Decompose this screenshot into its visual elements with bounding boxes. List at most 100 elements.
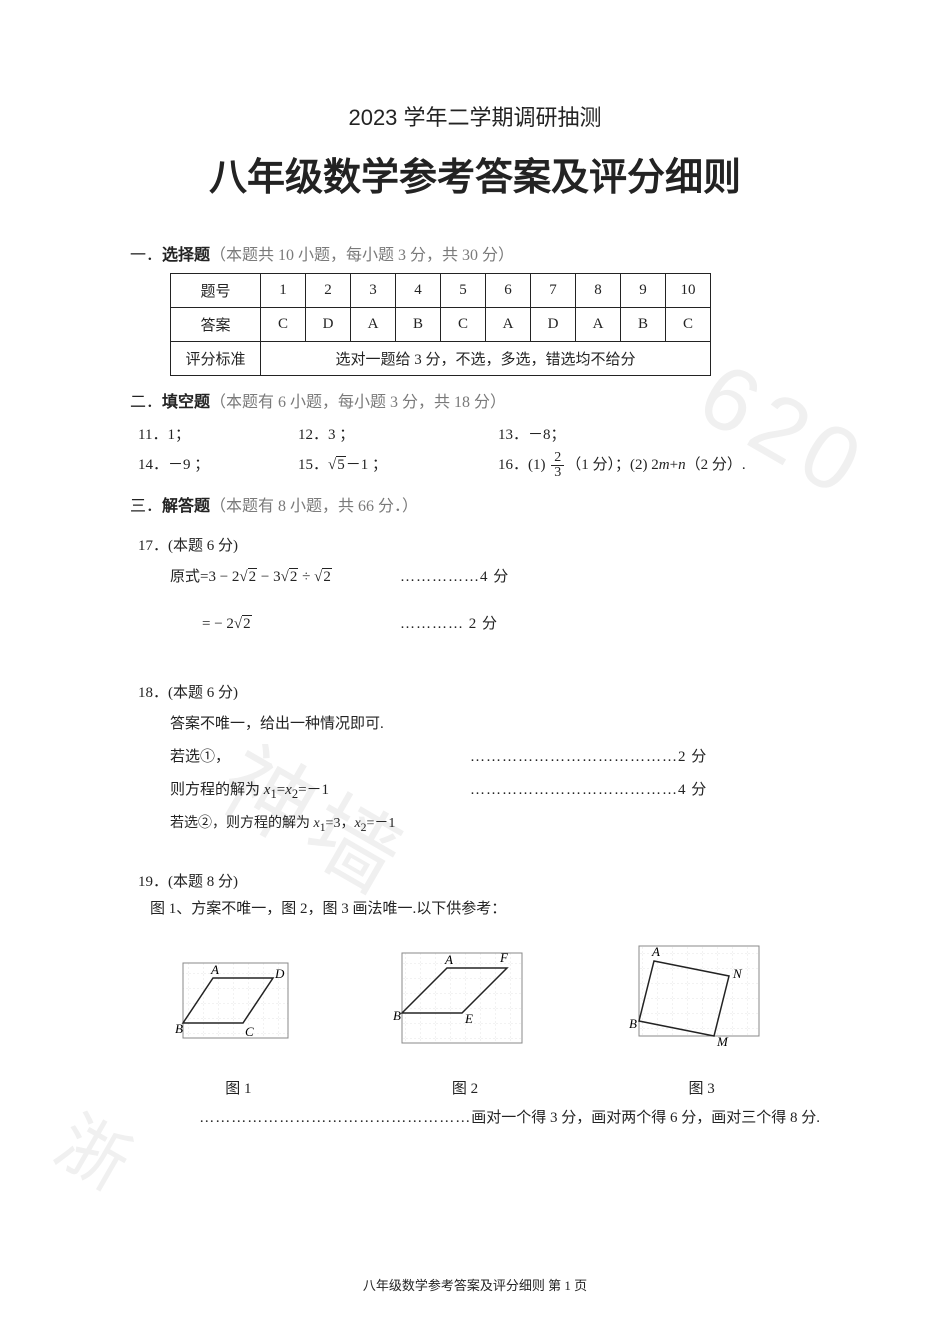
- q18-eq2: =－1: [298, 782, 329, 798]
- section1-title: 一．选择题（本题共 10 小题，每小题 3 分，共 30 分）: [130, 241, 820, 265]
- figure-3: A N B M 图 3: [627, 938, 777, 1098]
- q17-l2-pre: = − 2: [202, 616, 234, 632]
- q15-sqrt: 5: [336, 456, 346, 473]
- qnum: 5: [441, 274, 486, 308]
- table-row: 评分标准 选对一题给 3 分，不选，多选，错选均不给分: [171, 342, 711, 376]
- section1-name: 选择题: [162, 247, 210, 264]
- q16-pre: 16．(1): [498, 457, 549, 473]
- q18-body: 答案不唯一，给出一种情况即可. 若选①， …………………………………2 分 则方…: [170, 708, 820, 840]
- answers-table: 题号 1 2 3 4 5 6 7 8 9 10 答案 C D A B C A D…: [170, 273, 711, 376]
- label-D: D: [274, 966, 285, 981]
- q17-l1-dots: ……………4 分: [400, 561, 509, 594]
- section3-paren: （本题有 8 小题，共 66 分．）: [210, 498, 418, 515]
- page-footer: 八年级数学参考答案及评分细则 第 1 页: [0, 1275, 950, 1294]
- label-A: A: [444, 952, 453, 967]
- q17-l2-s: 2: [242, 615, 252, 632]
- q18-l4eq2: =－1: [367, 816, 396, 831]
- fig1-label: 图 1: [173, 1077, 303, 1098]
- ans: C: [666, 308, 711, 342]
- q18-x2: x: [285, 782, 292, 798]
- q16: 16．(1) 23（1 分）；(2) 2m+n（2 分）.: [498, 450, 746, 480]
- label-B: B: [393, 1008, 401, 1023]
- qnum: 8: [576, 274, 621, 308]
- section3-name: 解答题: [162, 498, 210, 515]
- q17-s2: 2: [289, 568, 299, 585]
- q16-post: （2 分）.: [686, 457, 746, 473]
- ans: D: [306, 308, 351, 342]
- section3-prefix: 三．: [130, 498, 162, 515]
- fig3-svg: A N B M: [627, 938, 777, 1048]
- table-row: 题号 1 2 3 4 5 6 7 8 9 10: [171, 274, 711, 308]
- criteria-text: 选对一题给 3 分，不选，多选，错选均不给分: [261, 342, 711, 376]
- q17-l1-div: ÷: [298, 569, 314, 585]
- q18-l2b: …………………………………2 分: [470, 741, 707, 774]
- q17-s1: 2: [248, 568, 258, 585]
- figure-2: A F B E 图 2: [390, 948, 540, 1098]
- fig2-label: 图 2: [390, 1077, 540, 1098]
- q18-eq1: =: [277, 782, 285, 798]
- fig1-svg: A D B C: [173, 958, 303, 1048]
- q18-l2a: 若选①，: [170, 741, 470, 774]
- row-label-a: 答案: [171, 308, 261, 342]
- q18-l1: 答案不唯一，给出一种情况即可.: [170, 708, 820, 741]
- label-A: A: [210, 962, 219, 977]
- ans: B: [396, 308, 441, 342]
- q15-pre: 15．: [298, 457, 328, 473]
- q16-n: n: [678, 457, 686, 473]
- row-label-c: 评分标准: [171, 342, 261, 376]
- q14: 14．－9 ；: [138, 450, 298, 480]
- q17-l1-mid: − 3: [257, 569, 280, 585]
- row-label-q: 题号: [171, 274, 261, 308]
- section1-prefix: 一．: [130, 247, 162, 264]
- q16-plus: +: [670, 457, 678, 473]
- q19-intro: 图 1、方案不唯一，图 2，图 3 画法唯一.以下供参考：: [150, 897, 820, 918]
- fill-blank-block: 11．1； 12．3 ； 13．－8； 14．－9 ； 15．√5－1 ； 16…: [138, 420, 820, 480]
- label-N: N: [732, 966, 743, 981]
- q18-l3a: 则方程的解为: [170, 782, 264, 798]
- q17-s3: 2: [322, 568, 332, 585]
- qnum: 10: [666, 274, 711, 308]
- section2-title: 二．填空题（本题有 6 小题，每小题 3 分，共 18 分）: [130, 388, 820, 412]
- ans: C: [261, 308, 306, 342]
- label-C: C: [245, 1024, 254, 1039]
- ans: D: [531, 308, 576, 342]
- q18-l4a: 若选②，则方程的解为: [170, 816, 314, 831]
- q15-post: －1 ；: [346, 457, 387, 473]
- qnum: 3: [351, 274, 396, 308]
- header-sub: 2023 学年二学期调研抽测: [130, 100, 820, 132]
- fig3-label: 图 3: [627, 1077, 777, 1098]
- q15: 15．√5－1 ；: [298, 450, 498, 480]
- qnum: 2: [306, 274, 351, 308]
- qnum: 4: [396, 274, 441, 308]
- label-E: E: [464, 1011, 473, 1026]
- ans: A: [576, 308, 621, 342]
- ans: C: [441, 308, 486, 342]
- q17-l1-pre: 原式=3 − 2: [170, 569, 239, 585]
- q16-mid: （1 分）；(2) 2: [566, 457, 659, 473]
- q17-l2-dots: ………… 2 分: [400, 608, 498, 641]
- q18-title: 18．(本题 6 分): [138, 681, 820, 702]
- q12: 12．3 ；: [298, 420, 498, 450]
- ans: B: [621, 308, 666, 342]
- ans: A: [486, 308, 531, 342]
- label-M: M: [716, 1034, 729, 1048]
- qnum: 6: [486, 274, 531, 308]
- page-content: 2023 学年二学期调研抽测 八年级数学参考答案及评分细则 一．选择题（本题共 …: [130, 100, 820, 1127]
- q18-l3b: …………………………………4 分: [470, 774, 707, 807]
- q17-title: 17．(本题 6 分): [138, 534, 820, 555]
- q18-l4eq1: =3，: [326, 816, 355, 831]
- label-B: B: [175, 1021, 183, 1036]
- q17-body: 原式=3 − 2√2 − 3√2 ÷ √2 ……………4 分 = − 2√2 ……: [170, 561, 820, 641]
- ans: A: [351, 308, 396, 342]
- section2-prefix: 二．: [130, 394, 162, 411]
- q11: 11．1；: [138, 420, 298, 450]
- header-main: 八年级数学参考答案及评分细则: [130, 146, 820, 201]
- section3-title: 三．解答题（本题有 8 小题，共 66 分．）: [130, 492, 820, 516]
- label-B: B: [629, 1016, 637, 1031]
- qnum: 7: [531, 274, 576, 308]
- qnum: 1: [261, 274, 306, 308]
- grading-text: 画对一个得 3 分，画对两个得 6 分，画对三个得 8 分.: [471, 1110, 820, 1126]
- q16-den: 3: [551, 466, 564, 480]
- q13: 13．－8；: [498, 420, 698, 450]
- figure-1: A D B C 图 1: [173, 958, 303, 1098]
